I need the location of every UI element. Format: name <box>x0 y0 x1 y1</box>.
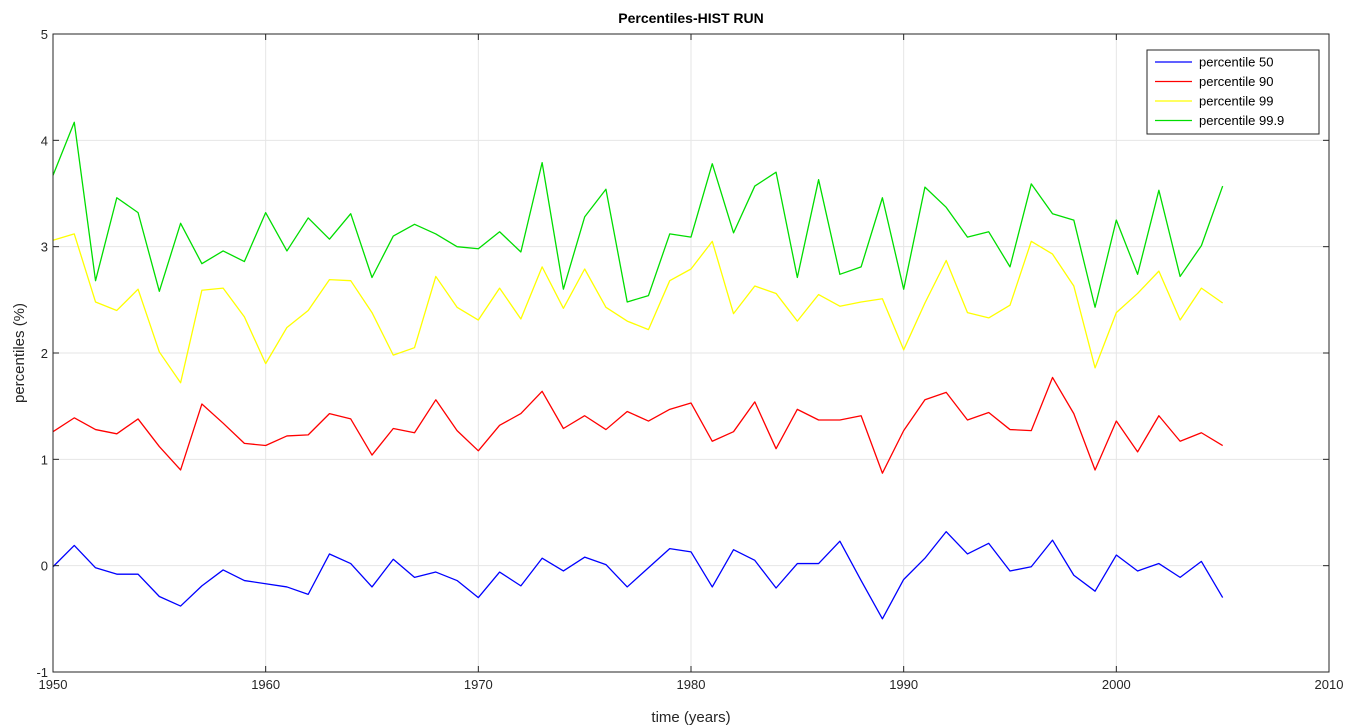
series-lines <box>52 121 1224 620</box>
legend: percentile 50 percentile 90 percentile 99 p… <box>1146 49 1320 135</box>
y-axis-label: percentiles (%) <box>11 303 28 403</box>
y-tick-label: 3 <box>41 240 48 255</box>
x-axis-label: time (years) <box>651 709 730 726</box>
y-tick-label: 5 <box>41 27 48 42</box>
legend-label-4: percentile 99.9 <box>1199 113 1284 128</box>
legend-label-1: percentile 50 <box>1199 55 1273 70</box>
y-tick-label: -1 <box>36 665 48 680</box>
tick-labels: 1950 1960 1970 1980 1990 2000 2010 -1 0 1 2 3 4 5 <box>36 27 1343 692</box>
series-line-4 <box>52 121 1224 308</box>
legend-label-2: percentile 90 <box>1199 74 1273 89</box>
legend-label-3: percentile 99 <box>1199 94 1273 109</box>
y-tick-label: 1 <box>41 452 48 467</box>
axes <box>52 33 1330 673</box>
chart-title: Percentiles-HIST RUN <box>618 10 763 26</box>
y-tick-label: 2 <box>41 346 48 361</box>
y-tick-label: 0 <box>41 559 48 574</box>
x-tick-label: 1990 <box>889 677 918 692</box>
series-line-2 <box>52 376 1224 474</box>
x-tick-label: 2010 <box>1315 677 1344 692</box>
x-tick-label: 1950 <box>39 677 68 692</box>
x-tick-label: 1980 <box>677 677 706 692</box>
series-line-3 <box>52 233 1224 384</box>
x-tick-label: 2000 <box>1102 677 1131 692</box>
grid-lines <box>52 33 1330 673</box>
y-tick-label: 4 <box>41 133 48 148</box>
series-line-1 <box>52 530 1224 620</box>
x-tick-label: 1970 <box>464 677 493 692</box>
x-tick-label: 1960 <box>251 677 280 692</box>
